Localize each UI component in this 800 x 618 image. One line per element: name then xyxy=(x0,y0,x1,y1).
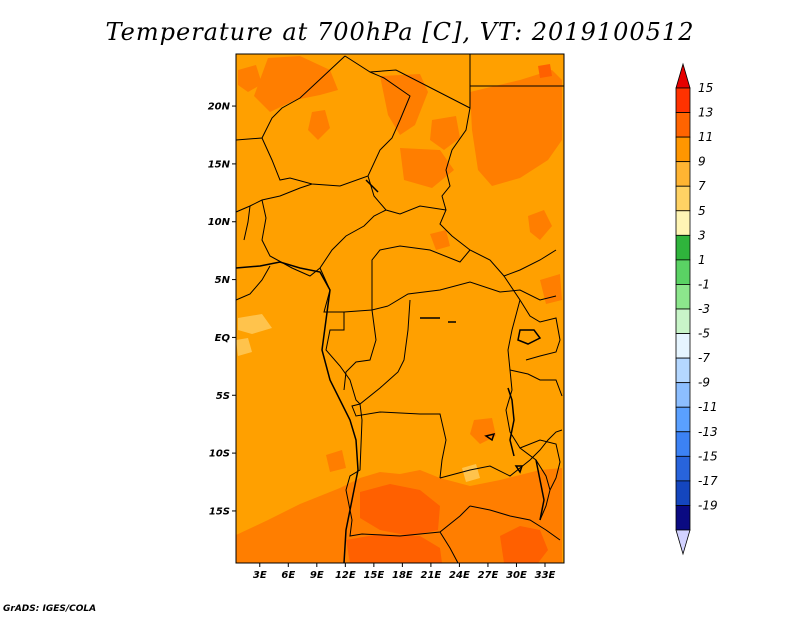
lat-label: 15S xyxy=(209,506,230,517)
colorbar-label: -5 xyxy=(698,327,710,341)
lat-label: 5N xyxy=(215,275,231,286)
colorbar-box xyxy=(675,259,691,285)
colorbar-label: -15 xyxy=(698,449,718,463)
lon-label: 12E xyxy=(335,570,356,581)
lat-label: 10S xyxy=(209,449,230,460)
colorbar-box xyxy=(675,284,691,310)
colorbar-box xyxy=(675,185,691,212)
colorbar-label: 15 xyxy=(698,81,713,95)
lat-label: EQ xyxy=(215,333,231,344)
colorbar-label: 9 xyxy=(698,155,706,169)
colorbar-box xyxy=(675,431,691,457)
colorbar-bottom-arrow xyxy=(675,529,691,556)
map-frame xyxy=(235,53,565,564)
colorbar-label: -7 xyxy=(698,351,710,365)
coastlines-lakes xyxy=(235,179,545,564)
lon-label: 33E xyxy=(535,570,556,581)
colorbar-box xyxy=(675,136,691,163)
colorbar-top-arrow xyxy=(675,62,691,89)
colorbar-box xyxy=(675,333,691,359)
colorbar-box xyxy=(675,406,691,433)
lon-label: 18E xyxy=(392,570,413,581)
colorbar-box xyxy=(675,308,691,334)
colorbar-box xyxy=(675,112,691,138)
colorbar-label: 7 xyxy=(698,179,706,193)
lat-label: 15N xyxy=(208,159,231,170)
grads-credit: GrADS: IGES/COLA xyxy=(3,604,97,614)
lon-label: 21E xyxy=(421,570,442,581)
colorbar-label: -17 xyxy=(698,474,718,488)
colorbar-label: -3 xyxy=(698,302,710,316)
lon-label: 3E xyxy=(253,570,267,581)
latitude-axis: 20N 15N 10N 5N EQ 5S 10S 15S xyxy=(208,102,236,517)
colorbar-label: -9 xyxy=(698,376,710,390)
colorbar-box xyxy=(675,357,691,384)
colorbar-label: 13 xyxy=(698,106,713,120)
lon-label: 24E xyxy=(449,570,470,581)
colorbar-label: 11 xyxy=(698,130,713,144)
colorbar-boxes xyxy=(675,62,691,556)
colorbar-label: 5 xyxy=(698,204,706,218)
colorbar-label: 3 xyxy=(698,228,706,242)
lat-label: 20N xyxy=(208,102,231,113)
lon-label: 30E xyxy=(506,570,527,581)
colorbar-box xyxy=(675,210,691,236)
colorbar-labels: 15 13 11 9 7 5 3 1 -1 -3 -5 -7 -9 -11 -13 -15 -17 -19 xyxy=(698,81,718,512)
chart-title: Temperature at 700hPa [C], VT: 201910051… xyxy=(105,18,695,46)
lon-label: 15E xyxy=(363,570,384,581)
colorbar-box xyxy=(675,161,691,187)
lon-label: 6E xyxy=(281,570,295,581)
lat-label: 10N xyxy=(208,217,231,228)
colorbar-label: -19 xyxy=(698,498,718,512)
colorbar-box xyxy=(675,87,691,113)
colorbar-label: -13 xyxy=(698,425,718,439)
colorbar-box xyxy=(675,505,691,531)
colorbar-box xyxy=(675,382,691,408)
colorbar-label: -11 xyxy=(698,400,718,414)
lat-label: 5S xyxy=(216,391,230,402)
hot-patches xyxy=(346,64,552,563)
lon-label: 27E xyxy=(478,570,499,581)
colorbar-box xyxy=(675,480,691,506)
lon-label: 9E xyxy=(310,570,324,581)
longitude-axis: 3E 6E 9E 12E 15E 18E 21E 24E 27E 30E 33E xyxy=(253,563,556,581)
colorbar-box xyxy=(675,455,691,482)
colorbar-label: -1 xyxy=(698,277,710,291)
colorbar-label: 1 xyxy=(698,253,706,267)
colorbar-box xyxy=(675,234,691,261)
